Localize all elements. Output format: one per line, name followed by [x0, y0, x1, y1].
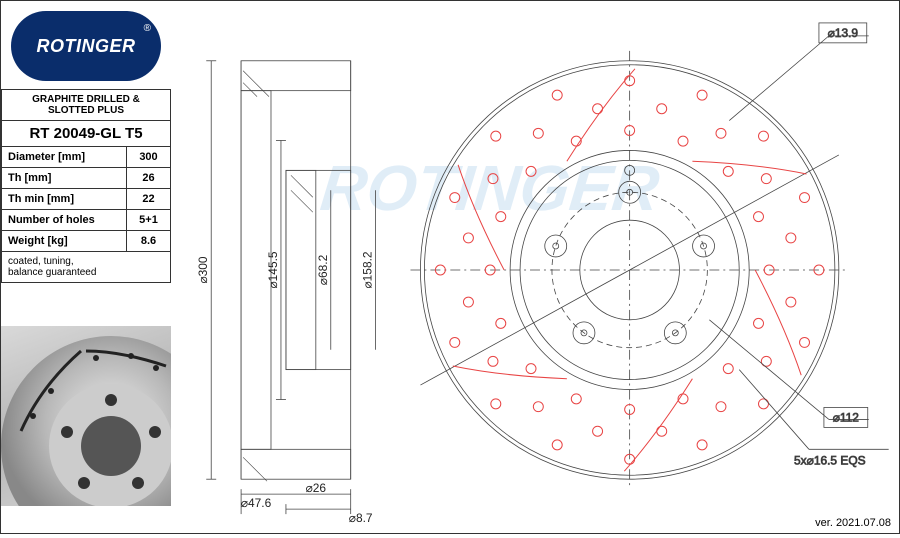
table-row: Diameter [mm]300 — [2, 147, 171, 168]
dim-hat-diameter: ⌀145.5 — [266, 251, 280, 288]
brand-name: ROTINGER — [36, 36, 135, 57]
version-label: ver. 2021.07.08 — [815, 517, 891, 529]
dim-bore-diameter: ⌀68.2 — [316, 254, 330, 285]
brand-logo: ROTINGER ® — [11, 11, 161, 81]
dim-outer-diameter: ⌀300 — [196, 256, 210, 283]
dim-bolt-circle: ⌀112 — [833, 410, 860, 424]
spec-table: GRAPHITE DRILLED & SLOTTED PLUS RT 20049… — [1, 89, 171, 283]
dim-drill-hole: ⌀13.9 — [828, 26, 859, 40]
table-row: Weight [kg]8.6 — [2, 231, 171, 252]
dim-bolt-hole-spec: 5x⌀16.5 EQS — [794, 453, 866, 467]
product-preview — [1, 326, 171, 506]
dim-stud: ⌀8.7 — [349, 511, 373, 525]
page: ROTINGER ® GRAPHITE DRILLED & SLOTTED PL… — [0, 0, 900, 534]
technical-drawing: ⌀300 ⌀145.5 ⌀68.2 ⌀158.2 ⌀47.6 ⌀26 ⌀8.7 — [171, 1, 899, 533]
registered-icon: ® — [144, 23, 151, 34]
dim-thickness: ⌀26 — [306, 481, 327, 495]
table-row: Number of holes5+1 — [2, 210, 171, 231]
dim-pilot: ⌀47.6 — [241, 496, 272, 510]
table-row: Th min [mm]22 — [2, 189, 171, 210]
spec-footer: coated, tuning, balance guaranteed — [2, 252, 171, 283]
table-row: Th [mm]26 — [2, 168, 171, 189]
spec-header: GRAPHITE DRILLED & SLOTTED PLUS — [2, 90, 171, 121]
dim-hub-register: ⌀158.2 — [361, 251, 375, 288]
part-number: RT 20049-GL T5 — [2, 121, 171, 147]
